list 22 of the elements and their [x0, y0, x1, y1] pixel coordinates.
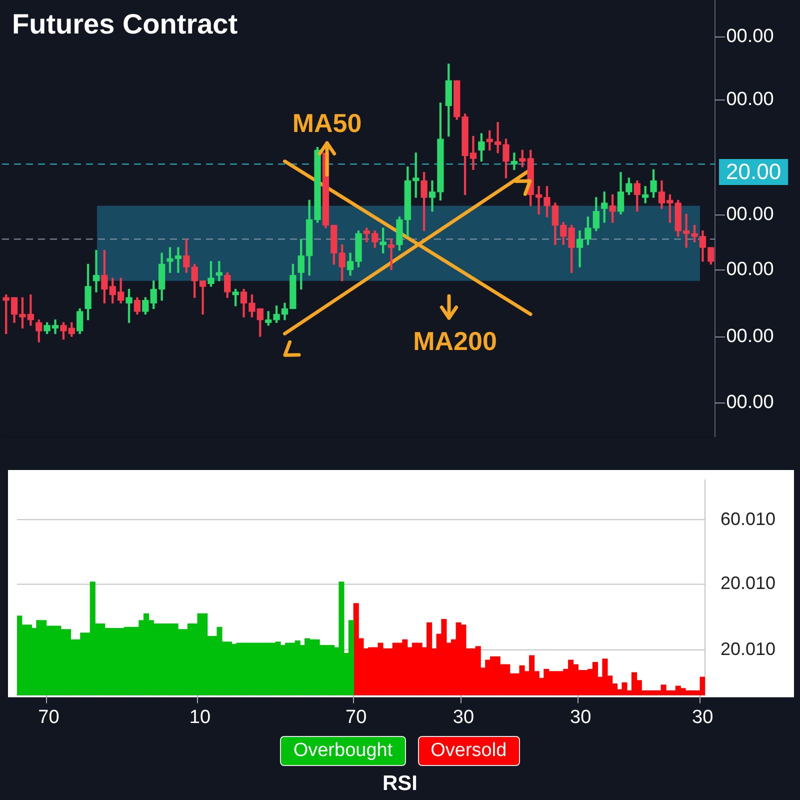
text: 20.00: [726, 159, 782, 184]
x-tick-label: 30: [692, 706, 714, 728]
text: 60.010: [720, 508, 776, 529]
x-tick-label: 30: [570, 706, 592, 728]
x-axis-title: RSI: [381, 772, 418, 796]
x-tick-label: 70: [38, 706, 60, 728]
text: Overbought: [280, 736, 406, 766]
text: 20.010: [720, 572, 776, 593]
chart-title: Futures Contract: [12, 8, 238, 40]
text: 00.00: [726, 89, 774, 110]
text: 00.00: [726, 26, 774, 48]
text: 00.00: [726, 326, 774, 348]
text: 00.00: [726, 204, 774, 226]
text: 00.00: [726, 392, 774, 414]
text: 20.010: [720, 638, 776, 659]
text: 00.00: [726, 259, 774, 280]
annotation: MA200: [413, 326, 497, 356]
x-tick-label: 70: [346, 706, 367, 728]
annotation: MA50: [292, 108, 362, 138]
x-tick-label: 30: [452, 706, 474, 728]
x-tick-label: 10: [189, 706, 211, 728]
text: Oversold: [418, 736, 520, 766]
